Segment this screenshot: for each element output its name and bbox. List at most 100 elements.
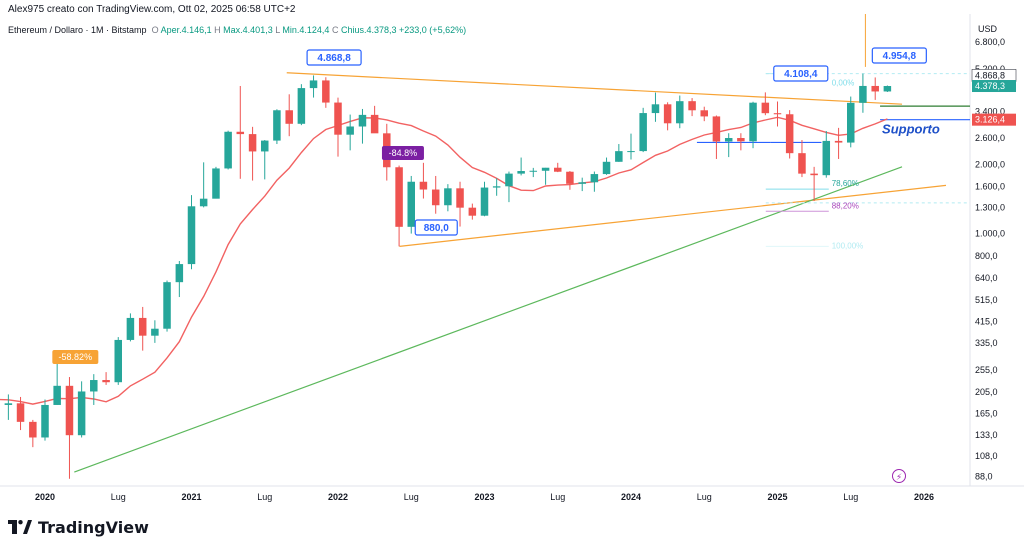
- y-tick-label: 335,0: [975, 338, 998, 348]
- candle-body: [261, 140, 269, 152]
- candle-body: [834, 140, 843, 143]
- x-tick-label: Lug: [550, 492, 565, 502]
- y-tick-label: 205,0: [975, 387, 998, 397]
- fib-label: 0,00%: [832, 79, 855, 88]
- y-tick-label: 133,0: [975, 430, 998, 440]
- y-tick-label: 3.400,0: [975, 106, 1005, 116]
- candle-body: [334, 102, 342, 135]
- callout-box: [306, 49, 362, 66]
- candle-body: [700, 110, 708, 117]
- tradingview-logo-icon: [8, 520, 32, 534]
- candle-body: [578, 182, 586, 184]
- y-tick-label: 108,0: [975, 451, 998, 461]
- candle-body: [4, 403, 13, 405]
- x-tick-label: 2022: [328, 492, 348, 502]
- high-value: Max.4.401,3: [223, 25, 273, 35]
- candle-body: [212, 168, 220, 199]
- x-tick-label: Lug: [843, 492, 858, 502]
- candle-body: [724, 138, 733, 142]
- callout-box: [414, 219, 458, 236]
- candle-body: [175, 264, 184, 283]
- candle-body: [187, 206, 196, 265]
- candle-body: [444, 188, 452, 206]
- brand-label: TradingView: [38, 517, 149, 537]
- candle-body: [65, 385, 74, 436]
- low-value: Min.4.124,4: [282, 25, 330, 35]
- candle-body: [199, 198, 208, 207]
- candle-body: [566, 171, 574, 184]
- x-tick-label: 2024: [621, 492, 641, 502]
- candle-body: [236, 131, 245, 135]
- candle-body: [627, 151, 635, 153]
- candle-body: [602, 161, 611, 175]
- candle-body: [395, 167, 403, 227]
- candle-body: [810, 173, 818, 176]
- candle-body: [126, 317, 135, 340]
- y-tick-label: 6.800,0: [975, 37, 1005, 47]
- y-tick-label: 2.600,0: [975, 133, 1005, 143]
- chart-header: Alex975 creato con TradingView.com, Ott …: [8, 4, 296, 15]
- candle-body: [615, 151, 623, 162]
- y-tick-label: 800,0: [975, 251, 998, 261]
- callout-box: [871, 47, 927, 64]
- candle-body: [688, 101, 696, 111]
- candle-body: [785, 114, 794, 154]
- candle-body: [16, 403, 25, 422]
- y-tick-label: 1.300,0: [975, 202, 1005, 212]
- open-label: O: [151, 25, 159, 35]
- fib-label: 78,60%: [832, 179, 859, 188]
- candle-body: [297, 88, 306, 124]
- moving-average-line: [0, 116, 888, 405]
- y-tick-label: 1.000,0: [975, 229, 1005, 239]
- candle-body: [663, 104, 672, 124]
- candle-body: [480, 187, 489, 216]
- x-tick-label: 2023: [474, 492, 494, 502]
- y-tick-label: 415,0: [975, 316, 998, 326]
- candle-body: [248, 134, 257, 152]
- x-tick-label: Lug: [697, 492, 712, 502]
- candle-body: [102, 380, 110, 383]
- symbol-label[interactable]: Ethereum / Dollaro · 1M · Bitstamp: [8, 25, 147, 35]
- tradingview-footer[interactable]: TradingView: [8, 516, 149, 538]
- change-value: +233,0 (+5,62%): [399, 25, 467, 35]
- long-term-support-line: [74, 166, 903, 473]
- fib-label: 88,20%: [832, 201, 859, 210]
- candle-body: [590, 174, 599, 183]
- low-label: L: [275, 25, 280, 35]
- candle-body: [163, 282, 171, 329]
- candle-body: [322, 80, 330, 103]
- close-value: Chius.4.378,3: [340, 25, 397, 35]
- x-tick-label: Lug: [111, 492, 126, 502]
- candle-body: [273, 110, 281, 141]
- candle-body: [41, 404, 49, 438]
- candle-body: [651, 104, 660, 114]
- lightning-icon: ⚡: [896, 473, 902, 483]
- candle-body: [847, 102, 855, 143]
- x-tick-label: Lug: [257, 492, 272, 502]
- y-tick-label: 2.000,0: [975, 159, 1005, 169]
- high-label: H: [214, 25, 221, 35]
- candle-body: [798, 153, 806, 174]
- price-label: 4.868,8: [975, 70, 1005, 80]
- price-label: 4.378,3: [975, 81, 1005, 91]
- candle-body: [309, 80, 318, 89]
- candle-body: [346, 126, 354, 135]
- close-label: C: [331, 25, 339, 35]
- candle-body: [737, 138, 745, 142]
- candle-body: [90, 380, 98, 392]
- candle-body: [370, 114, 379, 134]
- tag-box: [52, 350, 99, 364]
- candle-body: [712, 116, 721, 142]
- candle-body: [529, 170, 538, 172]
- candle-body: [138, 317, 147, 336]
- price-label: 3.126,4: [975, 115, 1005, 125]
- y-tick-label: 255,0: [975, 365, 998, 375]
- candle-body: [419, 181, 428, 190]
- tag-text: -84.8%: [389, 148, 418, 158]
- callout-text: 4.868,8: [317, 53, 351, 64]
- candle-body: [358, 114, 367, 127]
- lower-trendline: [399, 184, 947, 247]
- y-tick-label: 5.200,0: [975, 64, 1005, 74]
- ohlc-legend: Ethereum / Dollaro · 1M · Bitstamp O Ape…: [8, 25, 466, 35]
- price-chart[interactable]: 6.800,0 5.200,0 3.400,0 2.600,0 2.000,0 1.600…: [0, 0, 1024, 510]
